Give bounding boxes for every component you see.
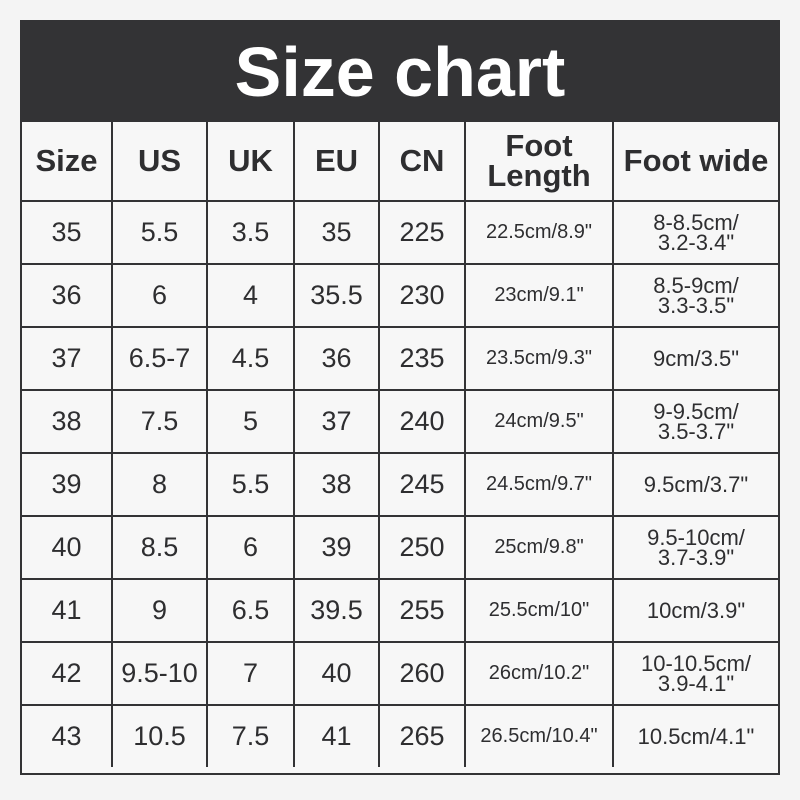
cell-foot-length: 22.5cm/8.9" xyxy=(464,200,614,265)
cell-foot-wide: 8.5-9cm/ 3.3-3.5" xyxy=(612,263,778,328)
cell-cn: 265 xyxy=(378,704,466,767)
table-row: 36 6 4 35.5 230 23cm/9.1" 8.5-9cm/ 3.3-3.5" xyxy=(22,263,778,328)
cell-cn: 245 xyxy=(378,452,466,517)
cell-foot-wide: 9.5-10cm/ 3.7-3.9" xyxy=(612,515,778,580)
cell-size: 36 xyxy=(22,263,113,328)
cell-us: 9 xyxy=(111,578,208,643)
cell-size: 40 xyxy=(22,515,113,580)
size-table: Size US UK EU CN Foot Length Foot wide 35 5.5 3.… xyxy=(22,122,778,767)
cell-foot-length: 23cm/9.1" xyxy=(464,263,614,328)
cell-eu: 39 xyxy=(293,515,380,580)
cell-foot-wide: 10.5cm/4.1" xyxy=(612,704,778,767)
cell-foot-length: 26.5cm/10.4" xyxy=(464,704,614,767)
cell-us: 8.5 xyxy=(111,515,208,580)
header-eu: EU xyxy=(293,122,380,202)
cell-foot-wide: 9-9.5cm/ 3.5-3.7" xyxy=(612,389,778,454)
cell-cn: 240 xyxy=(378,389,466,454)
header-foot-length: Foot Length xyxy=(464,122,614,202)
cell-foot-length: 24.5cm/9.7" xyxy=(464,452,614,517)
cell-foot-wide: 9.5cm/3.7" xyxy=(612,452,778,517)
cell-foot-length: 25cm/9.8" xyxy=(464,515,614,580)
cell-cn: 235 xyxy=(378,326,466,391)
cell-size: 42 xyxy=(22,641,113,706)
table-row: 43 10.5 7.5 41 265 26.5cm/10.4" 10.5cm/4.1" xyxy=(22,704,778,767)
cell-us: 7.5 xyxy=(111,389,208,454)
cell-foot-wide: 10cm/3.9" xyxy=(612,578,778,643)
cell-size: 35 xyxy=(22,200,113,265)
header-foot-wide: Foot wide xyxy=(612,122,778,202)
cell-uk: 6.5 xyxy=(206,578,295,643)
cell-foot-length: 26cm/10.2" xyxy=(464,641,614,706)
cell-us: 10.5 xyxy=(111,704,208,767)
table-row: 42 9.5-10 7 40 260 26cm/10.2" 10-10.5cm/ 3.9-4… xyxy=(22,641,778,706)
cell-foot-wide: 8-8.5cm/ 3.2-3.4" xyxy=(612,200,778,265)
cell-uk: 4 xyxy=(206,263,295,328)
cell-eu: 38 xyxy=(293,452,380,517)
cell-foot-length: 25.5cm/10" xyxy=(464,578,614,643)
cell-uk: 5 xyxy=(206,389,295,454)
table-row: 40 8.5 6 39 250 25cm/9.8" 9.5-10cm/ 3.7-3.9" xyxy=(22,515,778,580)
table-row: 38 7.5 5 37 240 24cm/9.5" 9-9.5cm/ 3.5-3.7" xyxy=(22,389,778,454)
cell-eu: 41 xyxy=(293,704,380,767)
cell-us: 5.5 xyxy=(111,200,208,265)
cell-cn: 230 xyxy=(378,263,466,328)
cell-foot-wide: 10-10.5cm/ 3.9-4.1" xyxy=(612,641,778,706)
cell-size: 43 xyxy=(22,704,113,767)
header-cn: CN xyxy=(378,122,466,202)
cell-size: 38 xyxy=(22,389,113,454)
table-row: 35 5.5 3.5 35 225 22.5cm/8.9" 8-8.5cm/ 3.2-3.4… xyxy=(22,200,778,265)
cell-cn: 260 xyxy=(378,641,466,706)
cell-size: 39 xyxy=(22,452,113,517)
cell-foot-length: 23.5cm/9.3" xyxy=(464,326,614,391)
cell-uk: 3.5 xyxy=(206,200,295,265)
cell-eu: 35 xyxy=(293,200,380,265)
cell-cn: 225 xyxy=(378,200,466,265)
cell-uk: 7 xyxy=(206,641,295,706)
size-chart: Size chart Size US UK EU CN Foot Length Foot w… xyxy=(20,20,780,775)
cell-uk: 4.5 xyxy=(206,326,295,391)
cell-us: 6 xyxy=(111,263,208,328)
header-row: Size US UK EU CN Foot Length Foot wide xyxy=(22,122,778,202)
cell-eu: 36 xyxy=(293,326,380,391)
table-row: 41 9 6.5 39.5 255 25.5cm/10" 10cm/3.9" xyxy=(22,578,778,643)
cell-us: 9.5-10 xyxy=(111,641,208,706)
cell-us: 6.5-7 xyxy=(111,326,208,391)
cell-eu: 39.5 xyxy=(293,578,380,643)
cell-size: 41 xyxy=(22,578,113,643)
cell-eu: 35.5 xyxy=(293,263,380,328)
header-uk: UK xyxy=(206,122,295,202)
cell-uk: 6 xyxy=(206,515,295,580)
table-row: 37 6.5-7 4.5 36 235 23.5cm/9.3" 9cm/3.5" xyxy=(22,326,778,391)
cell-foot-wide: 9cm/3.5" xyxy=(612,326,778,391)
title-bar: Size chart xyxy=(22,22,778,122)
header-us: US xyxy=(111,122,208,202)
cell-eu: 40 xyxy=(293,641,380,706)
cell-foot-length: 24cm/9.5" xyxy=(464,389,614,454)
header-size: Size xyxy=(22,122,113,202)
chart-title: Size chart xyxy=(234,33,566,111)
cell-cn: 250 xyxy=(378,515,466,580)
cell-uk: 5.5 xyxy=(206,452,295,517)
table-row: 39 8 5.5 38 245 24.5cm/9.7" 9.5cm/3.7" xyxy=(22,452,778,517)
cell-cn: 255 xyxy=(378,578,466,643)
cell-eu: 37 xyxy=(293,389,380,454)
cell-uk: 7.5 xyxy=(206,704,295,767)
cell-size: 37 xyxy=(22,326,113,391)
cell-us: 8 xyxy=(111,452,208,517)
